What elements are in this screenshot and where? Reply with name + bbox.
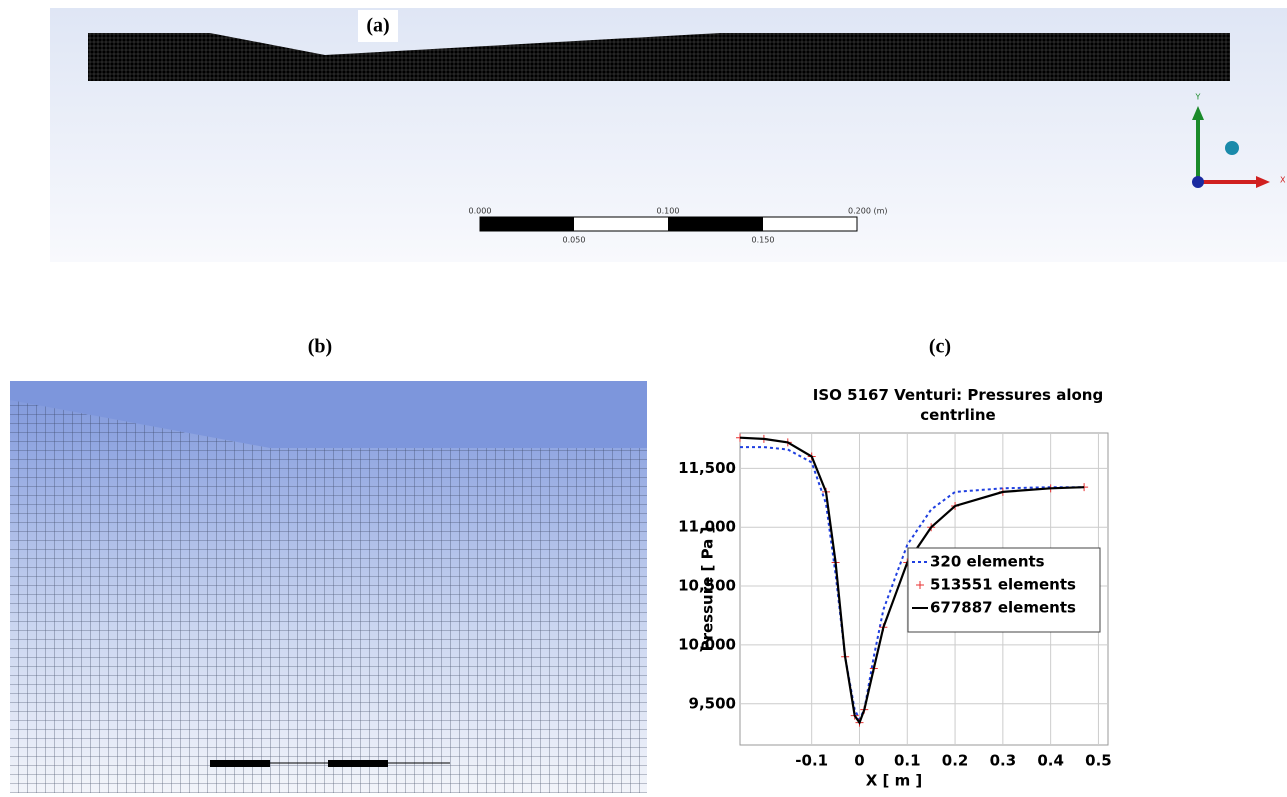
chart-title: ISO 5167 Venturi: Pressures along centrl… — [800, 385, 1116, 425]
x-tick-label: 0.4 — [1037, 752, 1064, 770]
legend-label: 320 elements — [930, 553, 1045, 571]
legend-label: 513551 elements — [930, 576, 1076, 594]
scale-label: 0.150 — [752, 236, 775, 245]
scale-label: 0.200 (m) — [848, 207, 887, 216]
axis-sphere — [1225, 141, 1239, 155]
axis-label: X — [1280, 176, 1286, 185]
legend-label: 677887 elements — [930, 599, 1076, 617]
panel-label: (b) — [308, 336, 332, 358]
scale-bar-seg — [668, 217, 763, 231]
x-tick-label: 0.3 — [990, 752, 1017, 770]
axis-label: Y — [1195, 93, 1201, 102]
x-tick-label: 0.1 — [894, 752, 921, 770]
panel-label: (a) — [366, 15, 389, 37]
y-tick-label: 11,500 — [678, 459, 736, 477]
scale-label: 0.050 — [563, 236, 586, 245]
y-axis-label: Pressure [ Pa ] — [699, 527, 717, 652]
x-tick-label: 0 — [854, 752, 864, 770]
page: (a) 0.000 0.100 0.200 (m) 0.050 0.150 Y … — [0, 0, 1287, 793]
x-tick-label: 0.2 — [942, 752, 969, 770]
scale-bar-seg — [480, 217, 574, 231]
panel-label: (c) — [929, 336, 951, 358]
axis-origin — [1192, 176, 1204, 188]
scale-label: 0.000 — [469, 207, 492, 216]
scale-label: 0.100 — [657, 207, 680, 216]
x-tick-label: 0.5 — [1085, 752, 1112, 770]
x-axis-label: X [ m ] — [866, 772, 923, 790]
y-tick-label: 9,500 — [689, 694, 736, 712]
x-tick-label: -0.1 — [795, 752, 828, 770]
mesh-zoom — [10, 400, 647, 793]
